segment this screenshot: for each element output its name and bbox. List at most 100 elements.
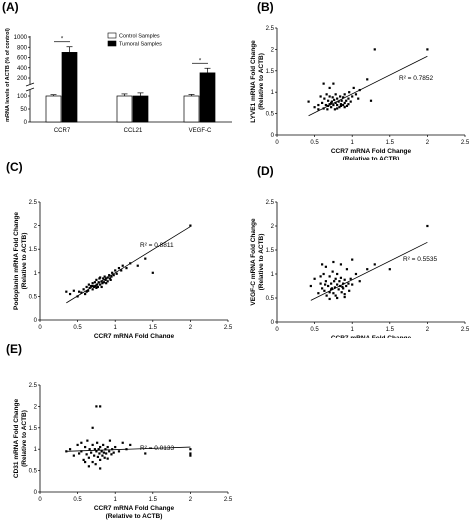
x-tick-label: 1 xyxy=(351,140,355,146)
data-point xyxy=(339,104,343,107)
legend-label: Control Samples xyxy=(119,34,160,40)
data-point xyxy=(321,263,324,266)
data-point xyxy=(333,286,337,289)
data-point xyxy=(121,441,124,444)
data-point xyxy=(323,97,326,100)
data-point xyxy=(328,95,331,98)
y-tick-label: 2 xyxy=(34,224,38,230)
y-tick-label: 1 xyxy=(34,447,38,453)
trend-line xyxy=(310,241,428,301)
data-point xyxy=(110,453,113,456)
data-point xyxy=(324,283,327,286)
data-point xyxy=(104,278,107,281)
axis-break-mark xyxy=(25,82,35,87)
significance-star: * xyxy=(61,37,64,43)
data-point xyxy=(426,224,429,228)
data-point xyxy=(103,275,106,278)
x-tick-label: 1.5 xyxy=(149,497,158,503)
y-axis-label: LYVE1 mRNA Fold Change xyxy=(250,40,257,123)
y-axis-label-units: (Relative to ACTB) xyxy=(21,233,28,290)
trend-line xyxy=(308,55,428,117)
data-point xyxy=(343,101,346,104)
y-tick-label: 0 xyxy=(34,490,38,496)
data-point xyxy=(339,263,343,266)
data-point xyxy=(84,460,87,464)
data-point xyxy=(321,101,324,104)
data-point xyxy=(108,439,112,442)
data-point xyxy=(328,275,331,278)
panel-c: (C) 0 0.5 1 1.5 2 2.5 0 0.5 1 1.5 2 2.5 CCR7 mRNA Fo… xyxy=(0,160,237,348)
data-point xyxy=(91,426,94,429)
data-point xyxy=(327,284,330,288)
data-point xyxy=(95,450,98,453)
y-tick-label: 0 xyxy=(271,133,275,139)
data-point xyxy=(76,443,79,447)
data-point xyxy=(85,290,88,293)
y-tick-label: 600 xyxy=(17,56,28,62)
data-point xyxy=(328,103,331,106)
data-point xyxy=(84,292,87,296)
x-axis-label-units: (Relative to ACTB) xyxy=(343,156,400,160)
data-point xyxy=(334,101,337,104)
x-axis-label: CCR7 mRNA Fold Change xyxy=(94,333,175,338)
x-tick-label: 0.5 xyxy=(73,497,82,503)
data-point xyxy=(86,439,89,442)
data-point xyxy=(325,294,328,297)
y-tick-label: 0 xyxy=(271,320,275,326)
x-axis-label-units: (Relative to ACTB) xyxy=(106,513,163,520)
x-tick-label: 2.5 xyxy=(224,497,233,503)
data-point xyxy=(91,282,94,285)
data-point xyxy=(96,441,99,444)
panel-label-c: (C) xyxy=(6,160,23,174)
data-point xyxy=(351,283,354,286)
data-point xyxy=(317,292,320,295)
panel-a: (A) 0 50 100 200 400 600 800 1000 mRNA levels of… xyxy=(0,0,237,160)
x-tick-label: 2.5 xyxy=(461,140,470,146)
x-tick-label: 0 xyxy=(275,140,279,146)
data-point xyxy=(338,106,341,109)
y-tick-label: 1 xyxy=(271,272,275,278)
data-point xyxy=(144,452,147,455)
data-point xyxy=(102,281,106,284)
data-point xyxy=(349,277,352,280)
scatter-chart-d: 0 0.5 1 1.5 2 2.5 0 0.5 1 1.5 2 2.5 CCR7 mRNA Fold C… xyxy=(250,200,470,350)
y-tick-label: 0.5 xyxy=(29,294,38,300)
data-point xyxy=(87,289,90,292)
data-point xyxy=(352,86,355,90)
y-axis-label-units: (Relative to ACTB) xyxy=(258,234,265,291)
data-point xyxy=(332,82,335,85)
data-point xyxy=(80,450,83,453)
y-tick-label: 2.5 xyxy=(29,200,38,206)
data-point xyxy=(100,450,103,453)
data-point xyxy=(115,272,118,275)
data-point xyxy=(309,284,312,288)
data-point xyxy=(319,275,322,278)
data-point xyxy=(189,454,192,457)
x-tick-label: 2 xyxy=(189,497,193,503)
data-point xyxy=(102,451,106,454)
data-point xyxy=(106,457,109,460)
x-tick-label: 1.5 xyxy=(386,327,395,333)
data-point xyxy=(109,278,112,281)
data-point xyxy=(102,277,105,280)
data-point xyxy=(99,405,102,408)
data-point xyxy=(85,453,88,456)
data-point xyxy=(325,93,328,96)
data-point xyxy=(111,448,114,451)
bar xyxy=(199,72,216,123)
y-tick-label: 1000 xyxy=(14,35,28,41)
data-point xyxy=(93,281,96,284)
r-squared-label: R² = 0.7852 xyxy=(399,75,434,82)
data-point xyxy=(343,93,346,96)
x-tick-label: 1.5 xyxy=(386,140,395,146)
y-tick-label: 0 xyxy=(34,318,38,324)
data-point xyxy=(98,452,101,455)
data-point xyxy=(97,448,100,451)
y-axis-label: CD31 mRNA Fold Change xyxy=(13,399,20,479)
data-point xyxy=(114,445,117,449)
data-point xyxy=(328,297,331,301)
data-point xyxy=(90,284,93,288)
data-point xyxy=(342,287,345,290)
y-tick-label: 2 xyxy=(271,47,275,53)
data-point xyxy=(95,286,98,290)
